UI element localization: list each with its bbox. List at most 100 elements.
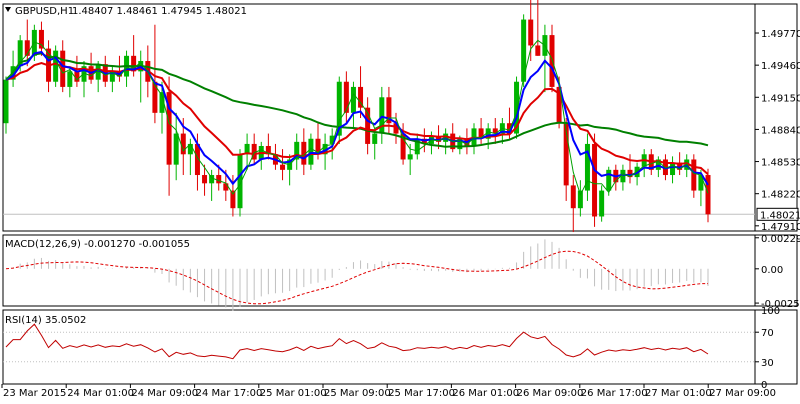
candle-body[interactable] (180, 133, 186, 155)
candle-body[interactable] (492, 128, 498, 134)
macd-frame (2, 234, 798, 307)
candle-body[interactable] (301, 141, 307, 165)
candle-body[interactable] (265, 146, 271, 155)
axes: 1.49770 1.49460 1.49150 1.48840 1.48530 1.482… (1, 7, 800, 399)
candle-body[interactable] (3, 79, 9, 124)
candle-body[interactable] (322, 143, 328, 155)
rsi-tick-label: 0 (761, 380, 767, 391)
candle-body[interactable] (584, 143, 590, 191)
candle-body[interactable] (549, 35, 555, 87)
candle-body[interactable] (372, 133, 378, 144)
panel-frames (2, 3, 798, 385)
candle-body[interactable] (485, 128, 491, 139)
price-frame (2, 3, 798, 232)
candle-body[interactable] (407, 154, 413, 160)
dropdown-triangle-icon[interactable] (5, 7, 11, 12)
candle-body[interactable] (194, 143, 200, 176)
candle-body[interactable] (251, 143, 257, 160)
candle-body[interactable] (662, 159, 668, 176)
candle-body[interactable] (315, 138, 321, 155)
candle-body[interactable] (705, 175, 711, 215)
candle-body[interactable] (17, 40, 23, 67)
candle-body[interactable] (506, 123, 512, 134)
candle-body[interactable] (606, 169, 612, 191)
candle-body[interactable] (379, 97, 385, 134)
candle-body[interactable] (570, 185, 576, 209)
moving-average-thin[interactable] (5, 39, 709, 197)
candle-body[interactable] (343, 81, 349, 113)
candle-body[interactable] (237, 154, 243, 209)
candle-body[interactable] (691, 159, 697, 191)
candle-body[interactable] (400, 133, 406, 160)
candle-body[interactable] (294, 141, 300, 160)
candle-body[interactable] (67, 71, 73, 87)
macd-panel[interactable] (5, 239, 709, 311)
candle-body[interactable] (535, 45, 541, 56)
candle-body[interactable] (280, 164, 286, 170)
candle-body[interactable] (244, 143, 250, 155)
candle-body[interactable] (627, 169, 633, 178)
rsi-panel[interactable] (5, 323, 709, 360)
candle-body[interactable] (620, 169, 626, 183)
time-tick-label: 24 Mar 09:00 (131, 388, 198, 399)
candle-body[interactable] (556, 86, 562, 124)
candle-body[interactable] (350, 86, 356, 113)
candle-body[interactable] (131, 55, 137, 72)
candle-body[interactable] (577, 190, 583, 209)
macd-tick-label: 0.00 (761, 265, 783, 276)
candle-body[interactable] (670, 162, 676, 176)
macd-signal-line[interactable] (5, 250, 709, 305)
candle-body[interactable] (599, 190, 605, 217)
candle-body[interactable] (223, 183, 229, 191)
candle-body[interactable] (152, 81, 158, 113)
candle-body[interactable] (528, 19, 534, 46)
candle-body[interactable] (209, 175, 215, 184)
candle-body[interactable] (53, 50, 59, 82)
candle-body[interactable] (414, 138, 420, 155)
candle-body[interactable] (329, 135, 335, 144)
moving-average-slow[interactable] (5, 52, 709, 148)
candle-body[interactable] (521, 19, 527, 82)
moving-average-fast[interactable] (5, 50, 709, 186)
time-tick-label: 27 Mar 01:00 (645, 388, 712, 399)
candle-body[interactable] (109, 71, 115, 82)
candle-body[interactable] (95, 64, 101, 80)
price-tick-label: 1.48840 (761, 125, 800, 136)
candle-body[interactable] (514, 81, 520, 134)
candle-body[interactable] (60, 50, 66, 87)
candle-body[interactable] (336, 81, 342, 136)
candle-body[interactable] (393, 123, 399, 134)
candle-body[interactable] (24, 40, 30, 56)
candle-body[interactable] (38, 29, 44, 49)
candle-body[interactable] (457, 138, 463, 150)
time-tick-label: 23 Mar 2015 (3, 388, 66, 399)
candle-body[interactable] (230, 190, 236, 209)
grid-lines (3, 213, 755, 363)
candle-body[interactable] (202, 175, 208, 184)
time-tick-label: 26 Mar 01:00 (452, 388, 519, 399)
price-tick-label: 1.49460 (761, 61, 800, 72)
time-tick-label: 25 Mar 09:00 (324, 388, 391, 399)
candle-body[interactable] (81, 66, 87, 82)
rsi-line[interactable] (5, 323, 709, 360)
candle-body[interactable] (74, 71, 80, 82)
candle-body[interactable] (166, 92, 172, 165)
time-tick-label: 27 Mar 09:00 (709, 388, 776, 399)
candle-body[interactable] (173, 133, 179, 165)
candle-body[interactable] (563, 123, 569, 186)
candle-body[interactable] (159, 92, 165, 113)
candle-body[interactable] (358, 86, 364, 108)
candle-body[interactable] (592, 143, 598, 217)
candle-body[interactable] (677, 162, 683, 170)
candle-body[interactable] (478, 128, 484, 139)
candle-body[interactable] (308, 138, 314, 165)
candle-body[interactable] (216, 175, 222, 184)
candle-body[interactable] (365, 107, 371, 144)
candle-body[interactable] (386, 97, 392, 124)
candle-body[interactable] (187, 143, 193, 155)
price-panel[interactable] (3, 0, 711, 233)
candle-body[interactable] (698, 175, 704, 191)
current-price-box (756, 207, 799, 221)
